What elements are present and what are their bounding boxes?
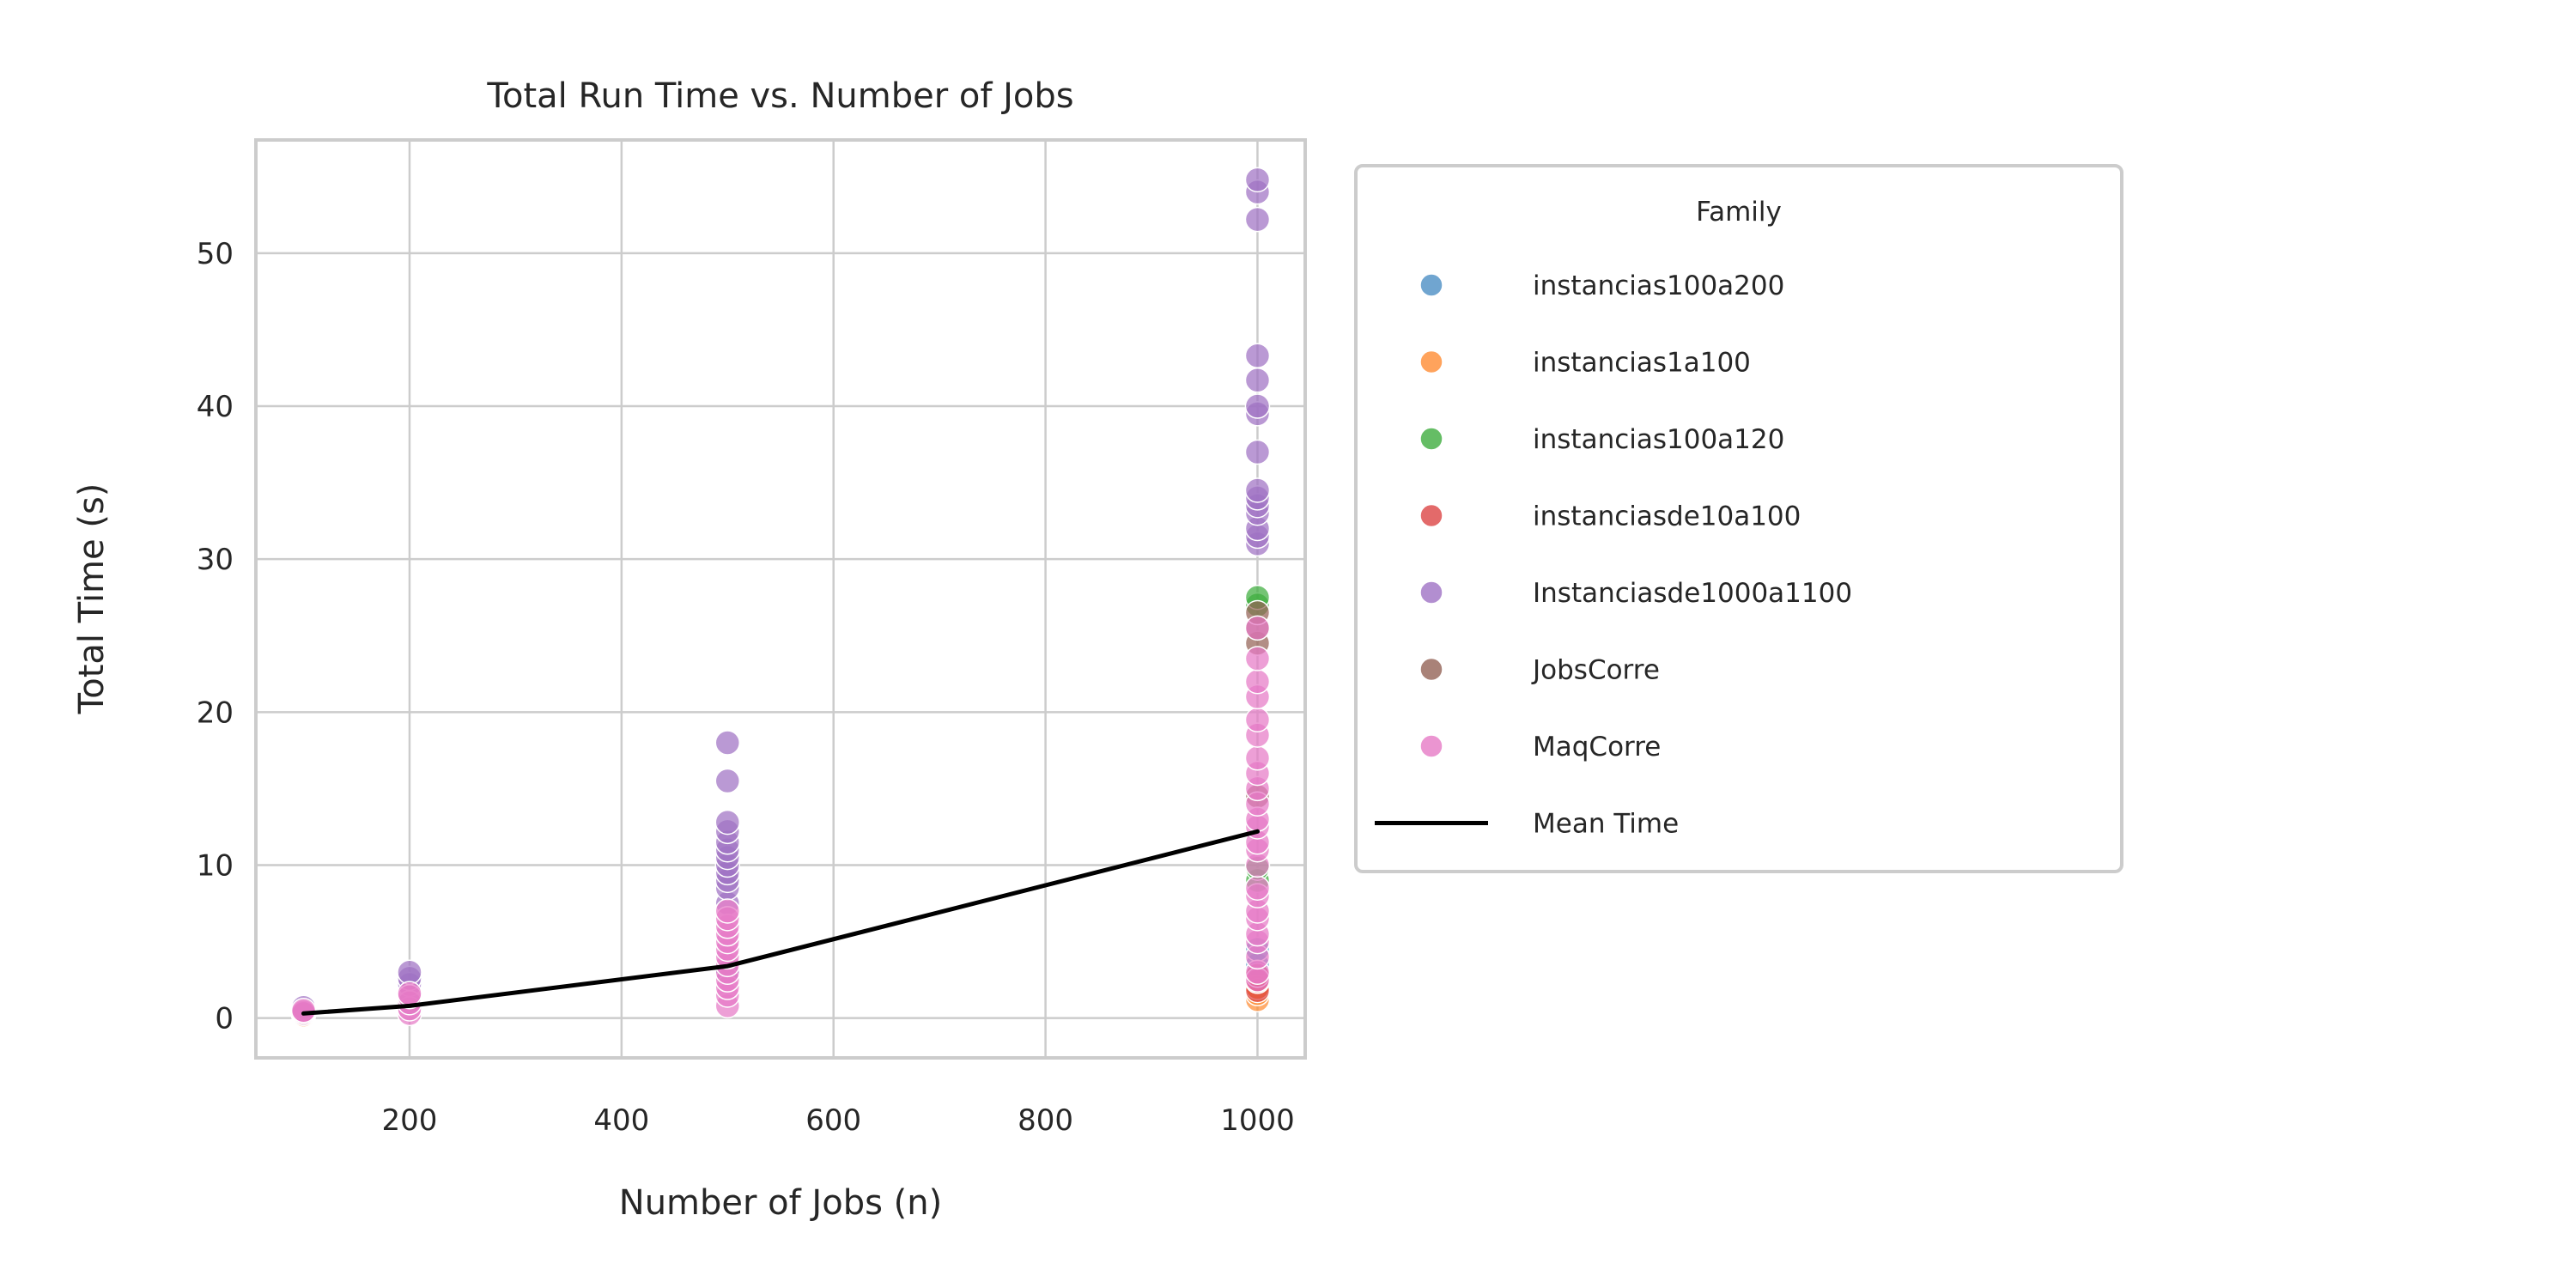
legend-label: instanciasde10a100	[1533, 501, 1801, 532]
series-instancias100a120	[290, 584, 1271, 1027]
series-instanciasde10a100	[290, 963, 1271, 1024]
data-point	[1244, 615, 1271, 641]
mean-line-layer	[301, 829, 1260, 1016]
data-point	[1244, 668, 1271, 695]
data-point	[1244, 875, 1271, 901]
legend-label: MaqCorre	[1533, 732, 1661, 762]
legend-entry: JobsCorre	[1419, 655, 1660, 686]
legend-label: JobsCorre	[1531, 655, 1660, 686]
y-tick-label: 10	[197, 849, 234, 884]
y-tick-label: 0	[215, 1002, 234, 1036]
legend-entries: instancias100a200 instancias1a100 instanci…	[1375, 270, 1852, 840]
legend-marker	[1419, 273, 1443, 297]
grid	[256, 140, 1305, 1058]
data-point	[1244, 439, 1271, 465]
series-instancias100a200	[290, 936, 1271, 1025]
y-axis-label: Total Time (s)	[72, 483, 112, 715]
legend-entry: MaqCorre	[1419, 732, 1661, 762]
data-point	[1244, 343, 1271, 368]
data-point	[714, 809, 741, 835]
legend-entry: Instanciasde1000a1100	[1419, 578, 1852, 609]
legend-entry: Mean Time	[1375, 809, 1679, 840]
x-tick-label: 400	[593, 1103, 649, 1138]
data-point	[1244, 206, 1271, 233]
data-point	[1244, 745, 1271, 771]
legend-marker	[1419, 427, 1443, 451]
legend: Family instancias100a200instancias1a100i…	[1354, 164, 2123, 873]
series-Instanciasde1000a1100	[290, 167, 1271, 1020]
scatter-points	[290, 167, 1271, 1028]
mean-time-line	[301, 829, 1260, 1016]
legend-label: Instanciasde1000a1100	[1533, 578, 1852, 609]
x-tick-label: 200	[382, 1103, 438, 1138]
tick-labels: 200 400 600 800 1000 0 10 20 30 40 50	[197, 237, 1295, 1138]
data-point	[1244, 646, 1271, 671]
legend-marker	[1419, 580, 1443, 605]
data-point	[1244, 477, 1271, 503]
legend-frame	[1354, 164, 2123, 873]
legend-label: Mean Time	[1533, 809, 1679, 840]
legend-marker	[1419, 734, 1443, 758]
series-MaqCorre	[290, 615, 1271, 1027]
x-axis-label: Number of Jobs (n)	[619, 1183, 942, 1223]
data-point	[397, 981, 422, 1006]
data-point	[1244, 167, 1271, 193]
data-point	[714, 768, 741, 794]
x-tick-label: 600	[805, 1103, 861, 1138]
x-tick-label: 800	[1018, 1103, 1073, 1138]
data-point	[397, 959, 422, 985]
legend-label: instancias1a100	[1533, 348, 1751, 379]
data-point	[290, 998, 317, 1024]
legend-title: Family	[1696, 197, 1782, 228]
data-point	[1244, 707, 1271, 733]
plot-frame	[254, 138, 1307, 1060]
legend-entry: instancias100a120	[1419, 424, 1784, 455]
y-tick-label: 50	[197, 237, 234, 271]
legend-entry: instancias100a200	[1419, 270, 1784, 301]
data-point	[1244, 367, 1271, 393]
legend-label: instancias100a200	[1533, 270, 1784, 301]
legend-marker	[1419, 503, 1443, 528]
chart-title: Total Run Time vs. Number of Jobs	[486, 76, 1073, 116]
legend-label: instancias100a120	[1533, 424, 1784, 455]
legend-marker	[1419, 657, 1443, 682]
x-tick-label: 1000	[1220, 1103, 1295, 1138]
legend-entry: instanciasde10a100	[1419, 501, 1801, 532]
plot-area	[254, 138, 1307, 1060]
data-point	[714, 730, 741, 756]
legend-entry: instancias1a100	[1419, 348, 1751, 379]
y-tick-label: 30	[197, 543, 234, 577]
data-point	[1244, 393, 1271, 419]
legend-marker	[1419, 349, 1443, 374]
data-point	[714, 898, 741, 924]
y-tick-label: 40	[197, 390, 234, 424]
y-tick-label: 20	[197, 696, 234, 730]
